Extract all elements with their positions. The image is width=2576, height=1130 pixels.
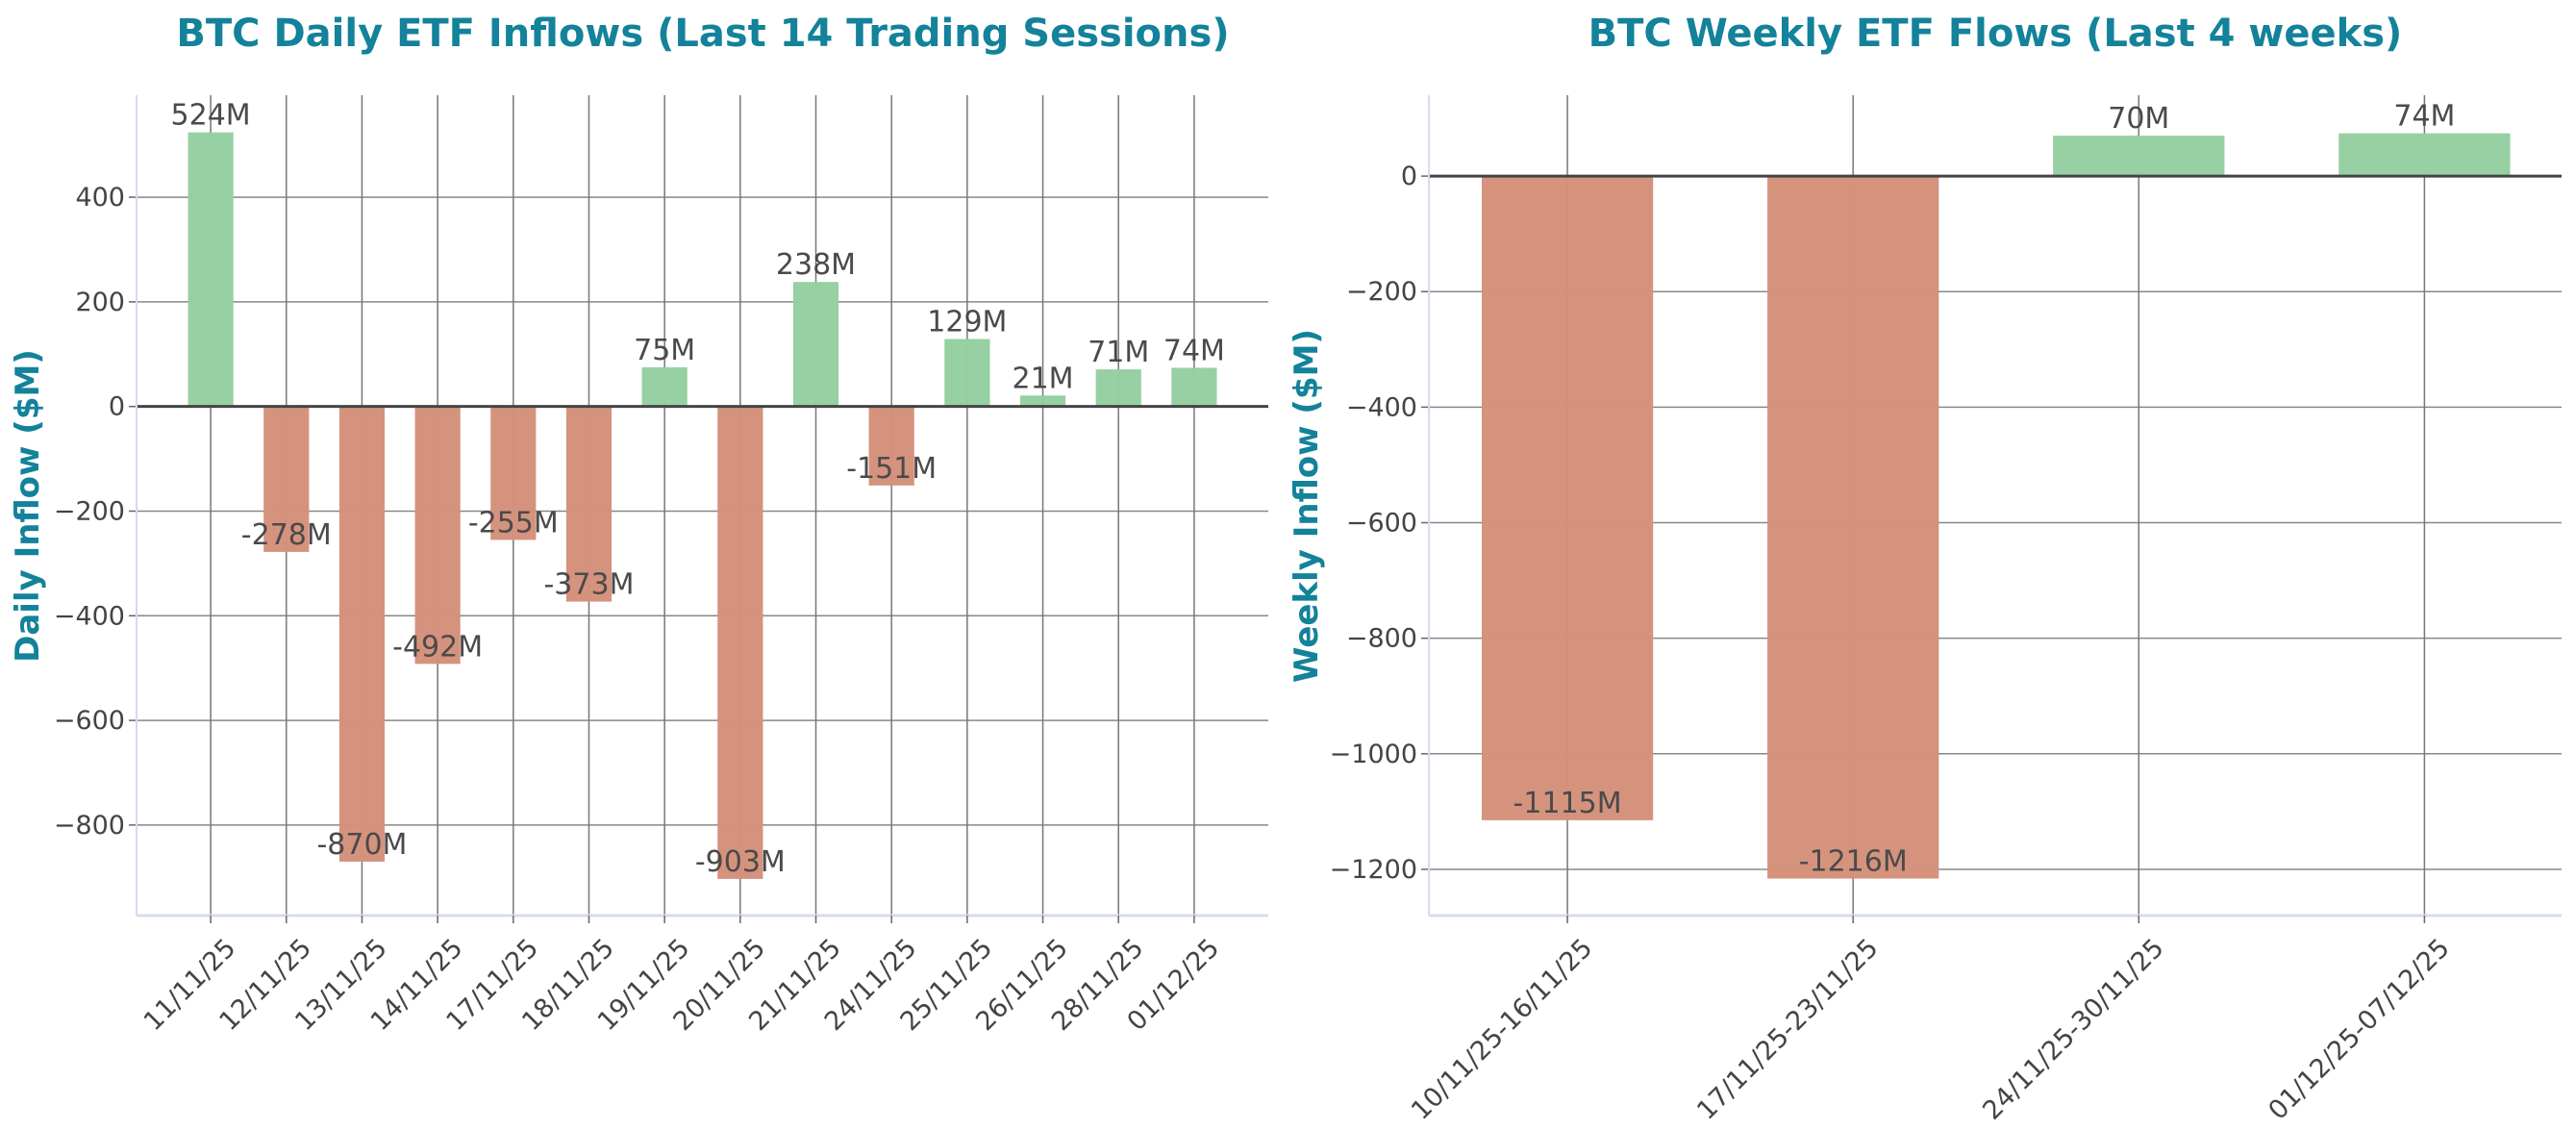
data-label: -278M bbox=[241, 518, 332, 552]
y-axis-label: Weekly Inflow ($M) bbox=[1288, 329, 1326, 683]
bar bbox=[1481, 176, 1654, 820]
bar bbox=[565, 406, 613, 602]
bar bbox=[338, 406, 386, 862]
data-label: -151M bbox=[846, 452, 937, 486]
data-label: -903M bbox=[695, 845, 786, 879]
y-tick-label: 200 bbox=[75, 288, 125, 317]
weekly-flows-chart: BTC Weekly ETF Flows (Last 4 weeks) Week… bbox=[1288, 12, 2562, 1126]
data-label: 524M bbox=[171, 99, 251, 133]
y-tick-label: −1200 bbox=[1330, 855, 1417, 885]
data-label: 74M bbox=[2393, 100, 2455, 134]
x-tick-label: 17/11/25-23/11/25 bbox=[1691, 933, 1884, 1125]
y-tick-label: −400 bbox=[1346, 392, 1417, 422]
bar bbox=[717, 406, 763, 879]
data-label: -1115M bbox=[1513, 787, 1622, 820]
x-tick-label: 24/11/25-30/11/25 bbox=[1977, 933, 2169, 1125]
y-tick-label: −600 bbox=[1346, 509, 1417, 539]
y-tick-label: −800 bbox=[54, 811, 125, 841]
data-label: -255M bbox=[468, 506, 559, 540]
bar bbox=[641, 366, 688, 407]
daily-inflows-chart: BTC Daily ETF Inflows (Last 14 Trading S… bbox=[9, 12, 1268, 1037]
bar bbox=[792, 282, 839, 407]
bar bbox=[944, 339, 990, 407]
bar bbox=[1171, 367, 1217, 407]
data-label: -373M bbox=[543, 568, 634, 602]
y-tick-label: −200 bbox=[54, 496, 125, 526]
data-label: 21M bbox=[1013, 362, 1074, 395]
bar bbox=[1019, 395, 1066, 407]
data-label: 129M bbox=[927, 306, 1007, 339]
y-tick-label: 0 bbox=[1401, 162, 1417, 191]
bar bbox=[2338, 133, 2511, 177]
y-tick-label: −600 bbox=[54, 706, 125, 736]
bar bbox=[1095, 369, 1141, 407]
data-label: 238M bbox=[776, 248, 856, 282]
x-tick-label: 01/12/25-07/12/25 bbox=[2263, 933, 2455, 1125]
bar bbox=[263, 406, 310, 552]
x-tick-label: 10/11/25-16/11/25 bbox=[1406, 933, 1598, 1125]
y-tick-label: −200 bbox=[1346, 277, 1417, 307]
y-tick-label: 0 bbox=[109, 392, 125, 422]
data-label: -492M bbox=[392, 630, 483, 664]
bar bbox=[414, 406, 461, 665]
data-label: -1216M bbox=[1799, 845, 1908, 879]
data-label: -870M bbox=[316, 828, 407, 862]
y-tick-label: 400 bbox=[75, 183, 125, 213]
y-tick-label: −400 bbox=[54, 601, 125, 631]
chart-title: BTC Daily ETF Inflows (Last 14 Trading S… bbox=[176, 12, 1229, 56]
chart-title: BTC Weekly ETF Flows (Last 4 weeks) bbox=[1588, 12, 2403, 56]
data-label: 75M bbox=[634, 334, 695, 367]
y-axis-label: Daily Inflow ($M) bbox=[9, 349, 47, 663]
y-tick-label: −800 bbox=[1346, 624, 1417, 654]
data-label: 70M bbox=[2108, 102, 2169, 136]
y-tick-label: −1000 bbox=[1330, 740, 1417, 769]
data-label: 71M bbox=[1088, 336, 1149, 369]
bar bbox=[868, 406, 914, 486]
data-label: 74M bbox=[1163, 334, 1225, 367]
bar bbox=[188, 132, 234, 407]
bar bbox=[490, 406, 537, 540]
bar bbox=[2053, 136, 2225, 177]
bar bbox=[1767, 176, 1939, 879]
